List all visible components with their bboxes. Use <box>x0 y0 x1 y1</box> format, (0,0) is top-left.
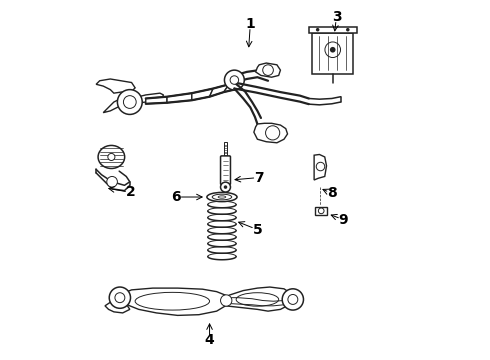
Polygon shape <box>103 93 164 113</box>
Polygon shape <box>105 301 130 313</box>
Polygon shape <box>96 79 135 93</box>
Ellipse shape <box>218 196 226 198</box>
Polygon shape <box>118 288 229 315</box>
Text: 9: 9 <box>339 213 348 227</box>
Circle shape <box>230 76 239 84</box>
Bar <box>309 27 357 33</box>
Polygon shape <box>224 81 238 92</box>
Circle shape <box>316 28 319 31</box>
Circle shape <box>118 90 142 114</box>
Text: 8: 8 <box>327 186 337 201</box>
Polygon shape <box>225 287 293 311</box>
Circle shape <box>282 289 303 310</box>
Text: 5: 5 <box>252 222 262 237</box>
Circle shape <box>123 96 136 108</box>
Ellipse shape <box>135 292 210 310</box>
Circle shape <box>224 185 227 189</box>
Circle shape <box>220 295 232 306</box>
Polygon shape <box>254 123 288 143</box>
Circle shape <box>220 182 230 192</box>
Ellipse shape <box>236 293 279 306</box>
Text: 2: 2 <box>126 185 136 199</box>
Circle shape <box>316 162 325 171</box>
Polygon shape <box>256 63 280 77</box>
Circle shape <box>109 287 130 308</box>
Circle shape <box>346 28 349 31</box>
Text: 1: 1 <box>245 17 255 31</box>
Circle shape <box>224 70 245 90</box>
Polygon shape <box>210 84 229 97</box>
Polygon shape <box>314 154 326 180</box>
Circle shape <box>330 47 336 53</box>
Circle shape <box>325 42 341 58</box>
Circle shape <box>288 294 298 305</box>
Circle shape <box>263 65 273 76</box>
Ellipse shape <box>98 145 124 168</box>
FancyBboxPatch shape <box>220 156 230 185</box>
Circle shape <box>318 208 324 214</box>
Bar <box>312 33 353 74</box>
Circle shape <box>115 293 125 303</box>
Circle shape <box>107 176 118 187</box>
Polygon shape <box>192 89 213 100</box>
Polygon shape <box>167 93 192 103</box>
Text: 3: 3 <box>332 10 341 24</box>
Ellipse shape <box>212 194 232 200</box>
Ellipse shape <box>207 192 237 202</box>
Text: 7: 7 <box>254 171 264 185</box>
Bar <box>224 142 227 157</box>
Text: 4: 4 <box>205 333 215 347</box>
Circle shape <box>108 153 115 161</box>
Text: 6: 6 <box>171 190 181 204</box>
Circle shape <box>266 126 280 140</box>
Polygon shape <box>315 207 327 215</box>
Polygon shape <box>146 97 167 104</box>
